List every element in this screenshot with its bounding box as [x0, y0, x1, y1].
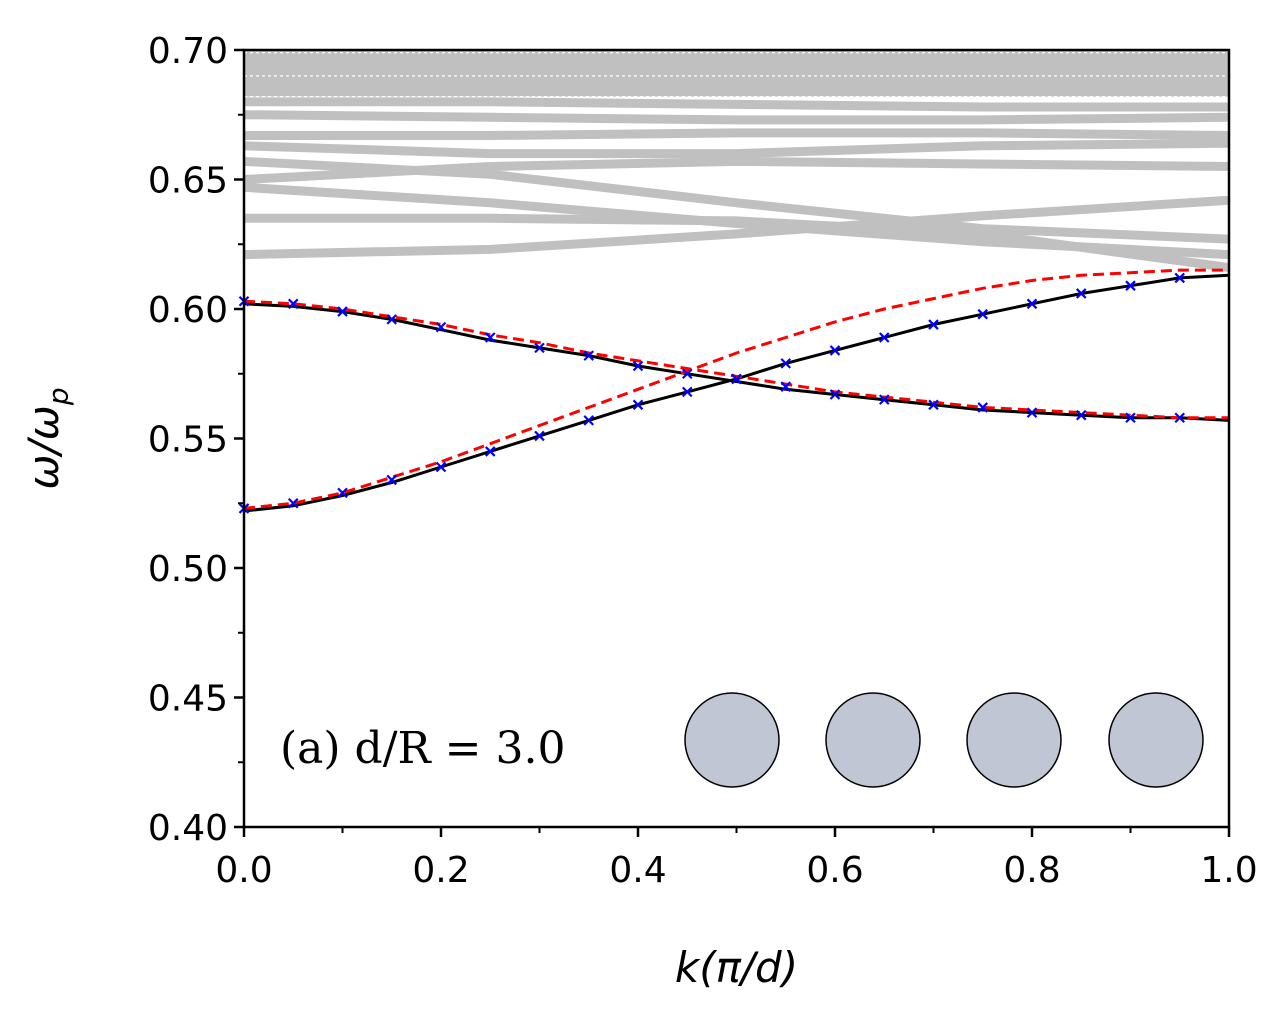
x-tick-label: 0.0	[215, 850, 272, 891]
x-axis-title: k(π/d)	[675, 943, 798, 992]
x-axis-ticks: 0.0 0.2 0.4 0.6 0.8 1.0	[215, 827, 1258, 891]
series-layer	[243, 268, 1230, 513]
y-tick-label: 0.50	[148, 549, 228, 590]
data-marker	[878, 394, 890, 405]
data-marker	[632, 360, 644, 372]
data-marker	[731, 373, 742, 385]
continuum-mode-line	[243, 195, 1230, 260]
data-marker	[1075, 409, 1087, 421]
data-marker	[1026, 298, 1038, 310]
continuum-mode-line	[243, 110, 1230, 125]
data-marker	[780, 381, 792, 392]
dashed-band-line	[243, 299, 1229, 420]
continuum-mode-line	[243, 156, 1230, 184]
y-tick-label: 0.45	[148, 679, 228, 720]
solid-band-line	[243, 302, 1230, 422]
data-marker	[878, 332, 890, 343]
panel-annotation: (a) d/R = 3.0	[280, 723, 565, 774]
data-marker	[681, 386, 693, 398]
y-axis-title-main: ω/ω	[19, 405, 68, 490]
data-marker	[1125, 280, 1136, 291]
data-marker	[583, 350, 595, 361]
data-marker	[583, 415, 595, 426]
solid-band-line	[243, 273, 1230, 513]
data-marker	[1026, 407, 1038, 418]
particle-circle	[1108, 692, 1204, 788]
data-marker	[337, 487, 348, 499]
data-marker	[534, 342, 545, 354]
particle-circle	[966, 692, 1062, 788]
continuum-mode-line	[243, 182, 1230, 260]
y-tick-label: 0.70	[148, 31, 228, 72]
data-marker	[829, 389, 841, 400]
data-marker	[928, 399, 939, 411]
y-axis-title: ω/ωp	[19, 387, 75, 489]
data-marker	[928, 319, 939, 330]
data-marker	[484, 446, 496, 457]
data-marker	[484, 332, 496, 343]
x-tick-label: 0.2	[412, 850, 469, 891]
x-tick-label: 0.6	[806, 850, 863, 891]
data-marker	[829, 345, 841, 356]
data-marker	[681, 368, 693, 380]
x-tick-label: 0.4	[609, 850, 666, 891]
data-marker	[1125, 412, 1136, 424]
data-marker	[386, 474, 398, 486]
data-marker	[977, 308, 989, 320]
marker-layer	[238, 272, 1186, 514]
data-marker	[1174, 272, 1186, 284]
continuum-band	[243, 50, 1230, 273]
y-tick-label: 0.60	[148, 290, 228, 331]
data-marker	[287, 298, 299, 310]
x-tick-label: 0.8	[1003, 850, 1060, 891]
continuum-mode-line	[243, 138, 1230, 159]
data-marker	[435, 321, 447, 333]
particle-circle	[825, 692, 921, 788]
dashed-band-line	[243, 268, 1229, 510]
data-marker	[632, 399, 644, 411]
y-axis-ticks: 0.40 0.45 0.50 0.55 0.60 0.65 0.70	[148, 31, 244, 849]
data-marker	[534, 430, 545, 442]
inset-particle-chain	[684, 692, 1204, 788]
y-axis-title-sub: p	[42, 387, 75, 406]
continuum-mode-line	[244, 128, 1230, 140]
y-tick-label: 0.65	[148, 161, 228, 202]
data-marker	[780, 358, 792, 369]
y-tick-label: 0.40	[148, 808, 228, 849]
data-marker	[337, 306, 348, 317]
x-tick-label: 1.0	[1200, 850, 1257, 891]
data-marker	[435, 461, 447, 473]
data-marker	[977, 402, 989, 413]
data-marker	[386, 314, 398, 325]
data-marker	[287, 497, 299, 509]
y-tick-label: 0.55	[148, 420, 228, 461]
data-marker	[1075, 288, 1087, 299]
data-marker	[1174, 412, 1186, 424]
continuum-mode-line	[244, 97, 1229, 112]
particle-circle	[684, 692, 780, 788]
